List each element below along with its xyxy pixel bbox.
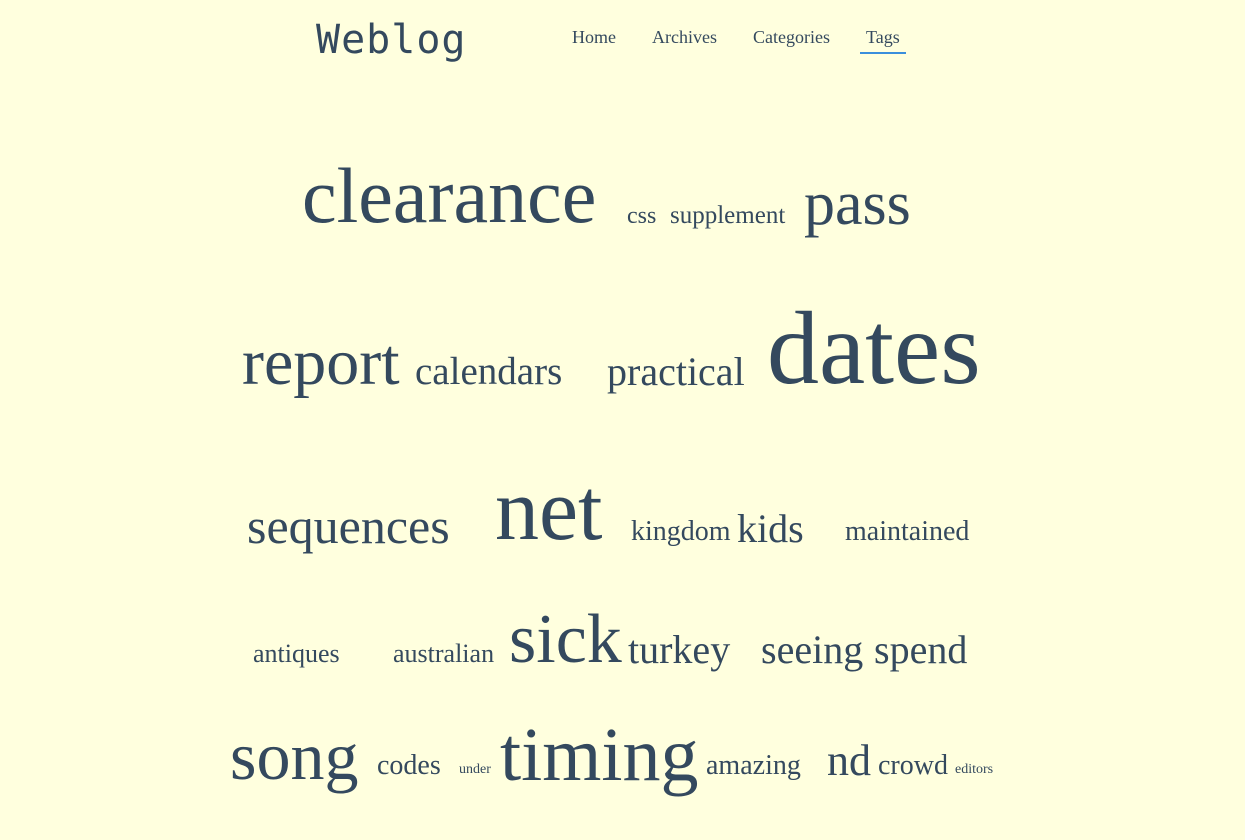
tag-link[interactable]: seeing <box>761 627 864 672</box>
nav-home[interactable]: Home <box>572 27 616 47</box>
tag-link[interactable]: maintained <box>845 516 970 547</box>
nav-tags[interactable]: Tags <box>860 27 906 54</box>
tag-link[interactable]: editors <box>955 762 994 777</box>
tag-link[interactable]: amazing <box>706 750 801 781</box>
tag-link[interactable]: codes <box>377 750 441 781</box>
tag-link[interactable]: practical <box>607 349 745 394</box>
nav-categories[interactable]: Categories <box>753 27 830 47</box>
tag-link[interactable]: song <box>230 718 359 794</box>
tag-link[interactable]: sick <box>509 601 622 678</box>
tag-link[interactable]: net <box>495 462 603 559</box>
tag-link[interactable]: kids <box>737 506 804 551</box>
tag-link[interactable]: under <box>459 762 491 777</box>
tag-link[interactable]: spend <box>874 627 968 672</box>
tag-link[interactable]: calendars <box>415 350 563 393</box>
tag-link[interactable]: css <box>627 203 657 229</box>
tag-link[interactable]: kingdom <box>631 516 731 547</box>
tag-link[interactable]: antiques <box>253 639 340 668</box>
tag-link[interactable]: pass <box>804 170 911 238</box>
tag-link[interactable]: clearance <box>302 152 597 239</box>
nav-archives[interactable]: Archives <box>652 27 717 47</box>
tag-link[interactable]: report <box>242 326 400 399</box>
tag-link[interactable]: sequences <box>247 498 450 554</box>
tag-link[interactable]: crowd <box>878 750 948 781</box>
tag-link[interactable]: australian <box>393 639 495 668</box>
tag-link[interactable]: turkey <box>628 627 731 672</box>
tag-link[interactable]: supplement <box>670 202 786 229</box>
tag-link[interactable]: dates <box>767 291 981 406</box>
tag-link[interactable]: timing <box>500 713 699 797</box>
site-brand[interactable]: Weblog <box>316 17 467 63</box>
tag-link[interactable]: nd <box>827 736 871 785</box>
